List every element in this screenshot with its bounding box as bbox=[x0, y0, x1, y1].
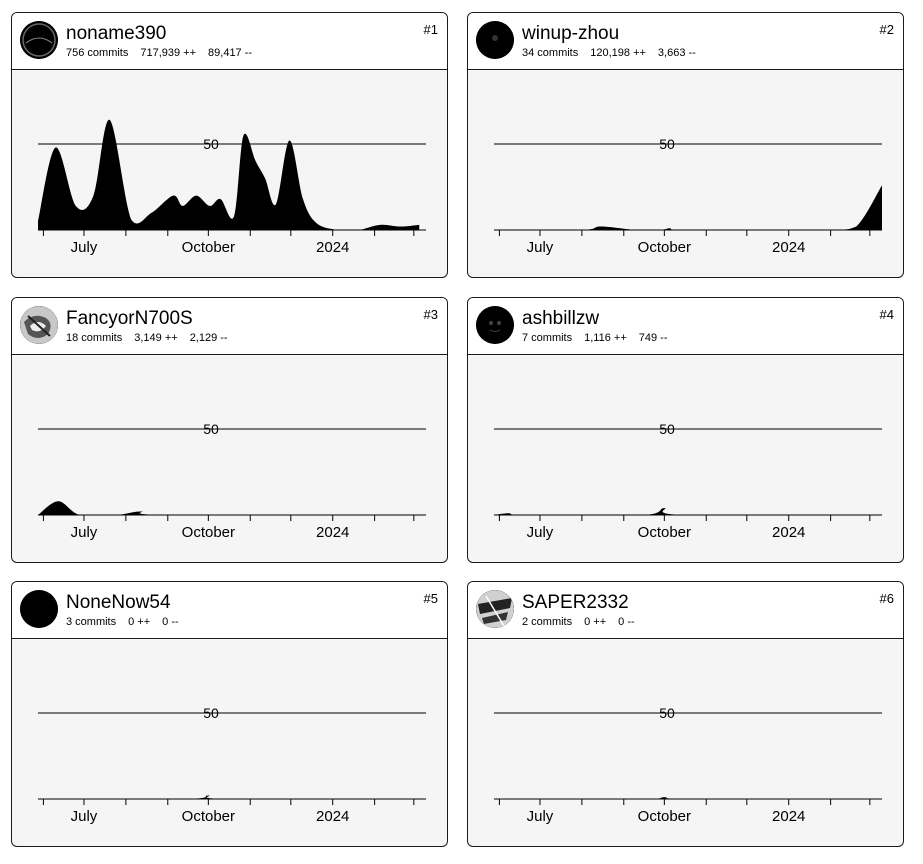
avatar-icon[interactable] bbox=[20, 590, 58, 628]
deletions-count: 749 -- bbox=[638, 332, 668, 344]
username-link[interactable]: ashbillzw bbox=[522, 308, 600, 329]
x-tick-label: October bbox=[638, 808, 691, 825]
contributor-card: winup-zhou 34 commits 120,198 ++ 3,663 -- #2… bbox=[467, 12, 904, 278]
x-tick-label: October bbox=[182, 524, 235, 541]
x-tick-label: 2024 bbox=[316, 239, 349, 256]
contribution-chart: 50 July October 2024 bbox=[468, 354, 903, 562]
x-tick-label: 2024 bbox=[772, 524, 805, 541]
x-tick-label: July bbox=[527, 239, 554, 256]
chart-svg: 50 July October 2024 bbox=[38, 705, 426, 825]
chart-svg: 50 July October 2024 bbox=[38, 421, 426, 541]
avatar-icon[interactable] bbox=[476, 21, 514, 59]
contribution-chart: 50 July October 2024 bbox=[12, 69, 447, 277]
avatar-icon[interactable] bbox=[20, 306, 58, 344]
additions-count: 717,939 ++ bbox=[140, 47, 197, 59]
chart-svg: 50 July October 2024 bbox=[494, 421, 882, 541]
rank-badge: #6 bbox=[879, 591, 894, 606]
deletions-count: 2,129 -- bbox=[189, 332, 228, 344]
x-tick-label: July bbox=[71, 808, 98, 825]
commit-count[interactable]: 7 commits bbox=[522, 332, 573, 344]
x-tick-label: July bbox=[527, 808, 554, 825]
additions-count: 1,116 ++ bbox=[584, 332, 627, 344]
avatar-icon[interactable] bbox=[476, 306, 514, 344]
additions-count: 0 ++ bbox=[584, 616, 607, 628]
x-tick-label: 2024 bbox=[772, 808, 805, 825]
card-header: noname390 756 commits 717,939 ++ 89,417 -- #… bbox=[12, 13, 447, 70]
x-tick-label: July bbox=[71, 524, 98, 541]
contribution-stats: 3 commits 0 ++ 0 -- bbox=[66, 616, 191, 629]
username-link[interactable]: noname390 bbox=[66, 23, 167, 44]
commit-count[interactable]: 2 commits bbox=[522, 616, 573, 628]
x-tick-label: July bbox=[527, 524, 554, 541]
contribution-stats: 18 commits 3,149 ++ 2,129 -- bbox=[66, 332, 240, 345]
x-tick-label: July bbox=[71, 239, 98, 256]
chart-svg: 50 July October 2024 bbox=[494, 136, 882, 256]
username-link[interactable]: SAPER2332 bbox=[522, 592, 629, 613]
deletions-count: 3,663 -- bbox=[657, 47, 696, 59]
y-tick-label: 50 bbox=[203, 705, 219, 721]
x-tick-label: October bbox=[638, 524, 691, 541]
series-area bbox=[494, 185, 882, 230]
series-area bbox=[494, 508, 882, 515]
y-tick-label: 50 bbox=[203, 421, 219, 437]
contributor-card: ashbillzw 7 commits 1,116 ++ 749 -- #4 50 July… bbox=[467, 297, 904, 563]
deletions-count: 0 -- bbox=[618, 616, 635, 628]
contributor-card: NoneNow54 3 commits 0 ++ 0 -- #5 50 July Octobe… bbox=[11, 581, 448, 847]
y-tick-label: 50 bbox=[659, 136, 675, 152]
card-header: SAPER2332 2 commits 0 ++ 0 -- #6 bbox=[468, 582, 903, 639]
contribution-stats: 756 commits 717,939 ++ 89,417 -- bbox=[66, 47, 264, 60]
contribution-chart: 50 July October 2024 bbox=[468, 69, 903, 277]
x-tick-label: 2024 bbox=[316, 524, 349, 541]
card-header: FancyorN700S 18 commits 3,149 ++ 2,129 -- #3 bbox=[12, 298, 447, 355]
x-tick-label: October bbox=[638, 239, 691, 256]
contributor-card: noname390 756 commits 717,939 ++ 89,417 -- #… bbox=[11, 12, 448, 278]
rank-badge: #2 bbox=[879, 22, 894, 37]
series-area bbox=[38, 501, 426, 515]
card-header: winup-zhou 34 commits 120,198 ++ 3,663 -- #2 bbox=[468, 13, 903, 70]
contribution-chart: 50 July October 2024 bbox=[12, 354, 447, 562]
card-header: ashbillzw 7 commits 1,116 ++ 749 -- #4 bbox=[468, 298, 903, 355]
x-tick-label: 2024 bbox=[772, 239, 805, 256]
x-tick-label: 2024 bbox=[316, 808, 349, 825]
commit-count[interactable]: 18 commits bbox=[66, 332, 123, 344]
contribution-stats: 34 commits 120,198 ++ 3,663 -- bbox=[522, 47, 708, 60]
rank-badge: #1 bbox=[423, 22, 438, 37]
additions-count: 3,149 ++ bbox=[134, 332, 178, 344]
rank-badge: #3 bbox=[423, 307, 438, 322]
avatar-icon[interactable] bbox=[20, 21, 58, 59]
x-tick-label: October bbox=[182, 239, 235, 256]
card-header: NoneNow54 3 commits 0 ++ 0 -- #5 bbox=[12, 582, 447, 639]
chart-svg: 50 July October 2024 bbox=[38, 119, 426, 256]
rank-badge: #5 bbox=[423, 591, 438, 606]
username-link[interactable]: winup-zhou bbox=[522, 23, 620, 44]
contributor-card: FancyorN700S 18 commits 3,149 ++ 2,129 -- #3… bbox=[11, 297, 448, 563]
username-link[interactable]: NoneNow54 bbox=[66, 592, 171, 613]
additions-count: 120,198 ++ bbox=[590, 47, 646, 59]
commit-count[interactable]: 3 commits bbox=[66, 616, 117, 628]
username-link[interactable]: FancyorN700S bbox=[66, 308, 193, 329]
contribution-stats: 2 commits 0 ++ 0 -- bbox=[522, 616, 647, 629]
y-tick-label: 50 bbox=[203, 136, 219, 152]
commit-count[interactable]: 34 commits bbox=[522, 47, 579, 59]
commit-count[interactable]: 756 commits bbox=[66, 47, 129, 59]
deletions-count: 89,417 -- bbox=[208, 47, 253, 59]
chart-svg: 50 July October 2024 bbox=[494, 705, 882, 825]
contributor-card: SAPER2332 2 commits 0 ++ 0 -- #6 50 July Octobe… bbox=[467, 581, 904, 847]
deletions-count: 0 -- bbox=[162, 616, 179, 628]
y-tick-label: 50 bbox=[659, 421, 675, 437]
y-tick-label: 50 bbox=[659, 705, 675, 721]
series-area bbox=[38, 795, 426, 799]
contribution-chart: 50 July October 2024 bbox=[468, 638, 903, 846]
series-area bbox=[38, 119, 420, 230]
x-tick-label: October bbox=[182, 808, 235, 825]
avatar-icon[interactable] bbox=[476, 590, 514, 628]
additions-count: 0 ++ bbox=[128, 616, 151, 628]
contribution-stats: 7 commits 1,116 ++ 749 -- bbox=[522, 332, 680, 345]
rank-badge: #4 bbox=[879, 307, 894, 322]
contribution-chart: 50 July October 2024 bbox=[12, 638, 447, 846]
